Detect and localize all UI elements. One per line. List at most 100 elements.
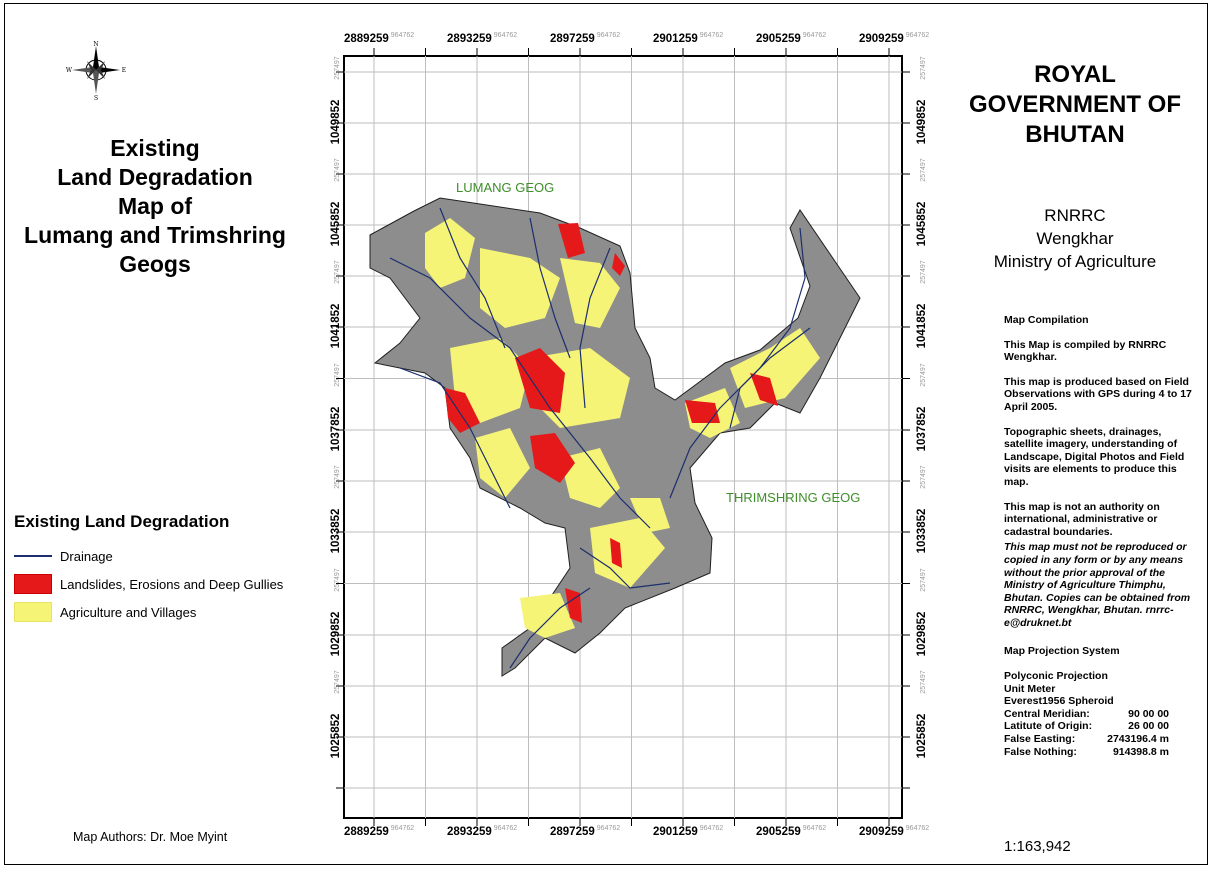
landslide-area xyxy=(445,388,480,433)
y-axis-sublabel: 257497 xyxy=(334,158,341,182)
compass-rose-icon: N S E W xyxy=(66,40,126,102)
map-authors: Map Authors: Dr. Moe Myint xyxy=(73,830,228,844)
agriculture-area xyxy=(560,258,620,328)
drainage-line xyxy=(509,587,591,669)
y-axis-sublabel: 257497 xyxy=(920,56,927,80)
legend-label: Agriculture and Villages xyxy=(60,604,197,620)
map-area[interactable]: 2889259 964762 2889259 964762 2893259 964762 2… xyxy=(330,28,930,844)
org-line: RNRRC xyxy=(1044,206,1106,225)
landslide-area xyxy=(558,223,585,258)
projection-line: Polyconic Projection xyxy=(1004,670,1108,683)
projection-line: Unit Meter xyxy=(1004,682,1056,695)
title-line: Map of xyxy=(117,193,193,219)
map-notes: Map Compilation This Map is compiled by … xyxy=(1004,314,1194,758)
y-axis-sublabel: 257497 xyxy=(920,465,927,489)
projection-param: Latitute of Origin: 26 00 00 xyxy=(1004,720,1169,733)
x-axis-label: 2893259 964762 xyxy=(447,825,518,838)
y-axis-sublabel: 257497 xyxy=(334,260,341,284)
legend-label: Landslides, Erosions and Deep Gullies xyxy=(60,576,284,592)
gov-line: GOVERNMENT OF xyxy=(968,91,1181,118)
drainage-line xyxy=(579,247,611,409)
landslide-area xyxy=(612,253,625,276)
x-axis-label: 2897259 964762 xyxy=(550,825,621,838)
map-title: Existing Land Degradation Map of Lumang … xyxy=(0,134,310,279)
gov-line: ROYAL xyxy=(1034,61,1116,88)
map-scale: 1:163,942 xyxy=(1004,838,1071,855)
legend-item-landslides: Landslides, Erosions and Deep Gullies xyxy=(14,570,334,598)
legend-item-drainage: Drainage xyxy=(14,542,334,570)
drainage-network xyxy=(389,207,811,669)
geog-label: LUMANG GEOG xyxy=(456,180,555,195)
org-line: Wengkhar xyxy=(1036,229,1114,248)
organization-block: RNRRC Wengkhar Ministry of Agriculture xyxy=(950,204,1200,273)
drainage-line-symbol xyxy=(14,546,52,566)
landslide-area xyxy=(515,348,565,413)
agriculture-area xyxy=(450,338,530,423)
x-axis-label: 2901259 964762 xyxy=(653,32,724,45)
notes-disclaimer: This map must not be reproduced or copie… xyxy=(1004,541,1191,629)
landslide-area xyxy=(530,433,575,483)
projection-line: Everest1956 Spheroid xyxy=(1004,695,1114,708)
drainage-line xyxy=(529,217,571,359)
landslide-area xyxy=(685,400,720,423)
x-axis-label: 2897259 964762 xyxy=(550,32,621,45)
title-line: Land Degradation xyxy=(57,164,253,190)
agriculture-area xyxy=(630,498,670,533)
agriculture-area xyxy=(425,218,475,288)
title-line: Existing xyxy=(110,135,200,161)
notes-heading: Map Compilation xyxy=(1004,314,1089,326)
drainage-line xyxy=(399,367,511,509)
org-line: Ministry of Agriculture xyxy=(993,252,1157,271)
agriculture-area xyxy=(520,593,575,638)
legend-label: Drainage xyxy=(60,548,113,564)
y-axis-sublabel: 257497 xyxy=(920,260,927,284)
map-grid xyxy=(336,48,910,826)
legend-title: Existing Land Degradation xyxy=(14,512,230,531)
projection-heading: Map Projection System xyxy=(1004,645,1120,658)
compass-n: N xyxy=(93,41,98,48)
drainage-line xyxy=(729,327,811,429)
x-axis-label: 2893259 964762 xyxy=(447,32,518,45)
compass-e: E xyxy=(122,67,126,74)
y-axis-sublabel: 257497 xyxy=(920,158,927,182)
drainage-line xyxy=(579,547,671,589)
agriculture-area xyxy=(730,328,820,408)
drainage-line xyxy=(389,257,651,529)
notes-paragraph: Topographic sheets, drainages, satellite… xyxy=(1004,425,1185,488)
agriculture-area xyxy=(475,428,530,498)
legend-item-agriculture: Agriculture and Villages xyxy=(14,598,334,626)
y-axis-sublabel: 257497 xyxy=(920,568,927,592)
gov-line: BHUTAN xyxy=(1025,121,1125,148)
notes-paragraph: This map is not an authority on internat… xyxy=(1004,500,1160,538)
geog-label: THRIMSHRING GEOG xyxy=(726,490,861,505)
x-axis-label: 2889259 964762 xyxy=(344,825,415,838)
agriculture-swatch xyxy=(14,602,52,622)
agriculture-area xyxy=(590,518,665,588)
map-canvas xyxy=(336,48,910,826)
y-axis-sublabel: 257497 xyxy=(334,568,341,592)
title-line: Lumang and Trimshring xyxy=(24,222,286,248)
landslide-swatch xyxy=(14,574,52,594)
x-axis-label: 2905259 964762 xyxy=(756,825,827,838)
y-axis-sublabel: 257497 xyxy=(920,363,927,387)
compass-w: W xyxy=(66,67,73,74)
notes-paragraph: This Map is compiled by RNRRC Wengkhar. xyxy=(1004,338,1167,364)
legend: Existing Land Degradation Drainage Lands… xyxy=(14,512,334,626)
landslide-area xyxy=(610,538,622,568)
y-axis-sublabel: 257497 xyxy=(334,56,341,80)
x-axis-label: 2909259 964762 xyxy=(859,825,930,838)
y-axis-sublabel: 257497 xyxy=(334,670,341,694)
drainage-line xyxy=(439,207,506,349)
x-axis-label: 2889259 964762 xyxy=(344,32,415,45)
landslide-area xyxy=(750,373,778,406)
y-axis-sublabel: 257497 xyxy=(920,670,927,694)
y-axis-sublabel: 257497 xyxy=(334,465,341,489)
projection-param: Central Meridian: 90 00 00 xyxy=(1004,707,1169,720)
title-line: Geogs xyxy=(119,251,191,277)
y-axis-sublabel: 257497 xyxy=(334,363,341,387)
projection-param: False Easting: 2743196.4 m xyxy=(1004,733,1169,746)
study-area xyxy=(369,197,861,677)
map-frame xyxy=(4,3,1208,865)
compass-s: S xyxy=(94,95,98,100)
x-axis-label: 2909259 964762 xyxy=(859,32,930,45)
